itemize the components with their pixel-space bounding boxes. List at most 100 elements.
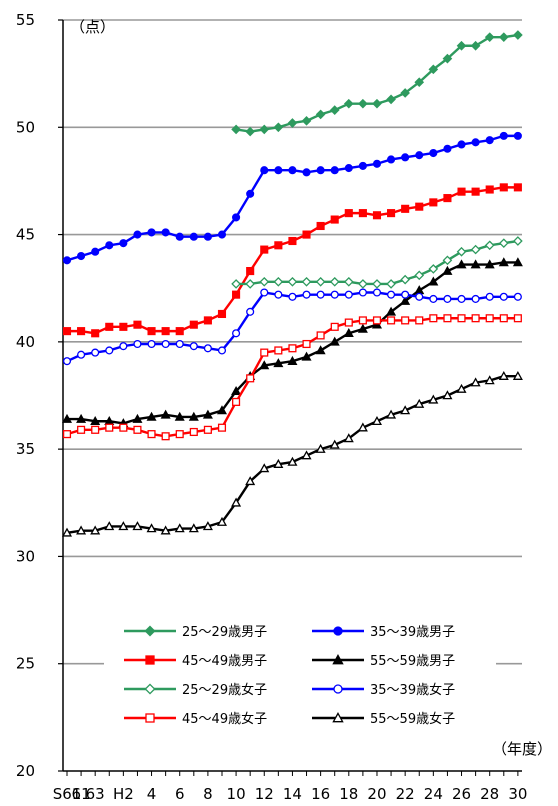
series-4-point-15	[273, 358, 284, 368]
series-7-point-10	[203, 425, 212, 434]
series-4-point-16	[287, 355, 298, 365]
series-1-point-20	[343, 98, 354, 109]
series-6-point-26	[429, 294, 438, 303]
series-4-point-19	[329, 336, 340, 346]
series-8-point-30	[484, 375, 495, 385]
series-1-point-22	[372, 98, 382, 109]
gridlines	[63, 19, 522, 665]
series-3-point-14	[260, 245, 269, 254]
series-1-point-30	[484, 32, 495, 42]
y-axis-title: （点）	[70, 18, 115, 36]
series-4-point-5	[132, 413, 143, 423]
series-4-point-24	[400, 295, 411, 305]
series-2-point-11	[217, 230, 227, 239]
series-6-point-22	[372, 288, 382, 297]
series-7-point-32	[513, 314, 522, 323]
series-1-point-26	[428, 64, 439, 75]
x-tick-label-26: 26	[452, 785, 471, 803]
series-1-point-17	[301, 116, 312, 126]
series-5-point-17	[301, 276, 312, 287]
series-8-point-27	[442, 390, 453, 400]
series-4	[61, 257, 523, 428]
y-tick-label-30: 30	[16, 547, 35, 565]
series-8-point-12	[231, 497, 242, 507]
series-3-point-9	[189, 320, 198, 329]
series-2-point-9	[189, 232, 198, 241]
series-2-point-31	[499, 131, 508, 140]
series-4-point-20	[343, 328, 354, 338]
legend-label-3: 45～49歳男子	[182, 654, 267, 669]
series-6-point-1	[77, 350, 86, 359]
series-8-point-7	[160, 525, 171, 535]
series-7-point-17	[302, 339, 311, 349]
series-1-point-19	[329, 105, 340, 115]
series-6-point-4	[119, 342, 128, 351]
series-5-point-28	[456, 246, 467, 257]
series-7-point-24	[401, 316, 410, 325]
series-7	[62, 314, 522, 441]
y-tick-label-50: 50	[16, 118, 35, 136]
series-2-point-3	[105, 241, 114, 250]
series-1	[231, 30, 523, 137]
series-2	[62, 131, 522, 265]
legend-marker-1	[144, 625, 156, 637]
series-4-point-21	[357, 323, 368, 333]
series-8-point-22	[371, 416, 382, 426]
series-4-point-18	[315, 345, 326, 355]
series-7-point-2	[91, 425, 100, 434]
series-2-point-8	[175, 232, 184, 241]
series-3-point-27	[443, 194, 452, 203]
series-5	[231, 236, 523, 289]
series-3-point-11	[217, 309, 227, 319]
series-3-point-7	[161, 327, 170, 336]
series-6-point-30	[485, 292, 494, 301]
series-4-point-1	[76, 413, 87, 423]
series-2-point-14	[260, 166, 269, 175]
series-8-point-5	[132, 521, 143, 531]
series-5-point-13	[245, 279, 255, 289]
series-7-point-16	[288, 344, 297, 353]
series-3-point-10	[203, 316, 212, 325]
series-4-point-32	[512, 257, 523, 267]
series-5-point-19	[329, 276, 340, 287]
series-8-point-26	[428, 394, 439, 404]
legend-label-5: 25～29歳女子	[182, 682, 267, 698]
legend-label-4: 55～59歳男子	[370, 654, 455, 669]
x-tick-label-8: 8	[203, 785, 213, 803]
series-5-point-32	[513, 236, 523, 246]
series-8-point-4	[118, 521, 129, 531]
series-4-point-10	[202, 409, 213, 419]
series-7-point-0	[62, 430, 72, 439]
series-3-point-3	[105, 322, 114, 331]
series-3-point-1	[77, 327, 86, 336]
series-6-point-8	[175, 339, 184, 349]
series-7-point-12	[232, 397, 241, 406]
series-6-point-24	[401, 290, 410, 299]
series-3-point-24	[401, 204, 410, 213]
series-2-point-32	[513, 131, 522, 140]
series-7-point-25	[415, 316, 424, 325]
series-7-point-7	[161, 432, 170, 441]
series-1-point-16	[287, 118, 298, 128]
series-6-point-32	[513, 292, 522, 301]
series-2-point-4	[119, 239, 128, 248]
series-5-point-16	[287, 276, 298, 287]
series-3-point-8	[175, 327, 184, 336]
series-6-point-21	[358, 288, 367, 297]
series-8-point-9	[188, 523, 199, 533]
series-5-point-21	[358, 279, 368, 289]
series-3-point-20	[344, 209, 353, 218]
series-3-point-29	[471, 187, 480, 196]
series-8-point-3	[104, 521, 115, 531]
series-4-point-14	[259, 360, 270, 370]
series-7-line	[66, 317, 518, 438]
series-7-point-26	[429, 314, 438, 323]
series-2-point-19	[330, 166, 339, 175]
series-6-point-28	[457, 294, 466, 303]
series-7-point-27	[443, 314, 452, 323]
series-2-point-17	[302, 168, 311, 177]
series-4-point-8	[174, 411, 185, 421]
series-4-point-7	[160, 409, 171, 419]
series-6-point-2	[91, 348, 100, 357]
